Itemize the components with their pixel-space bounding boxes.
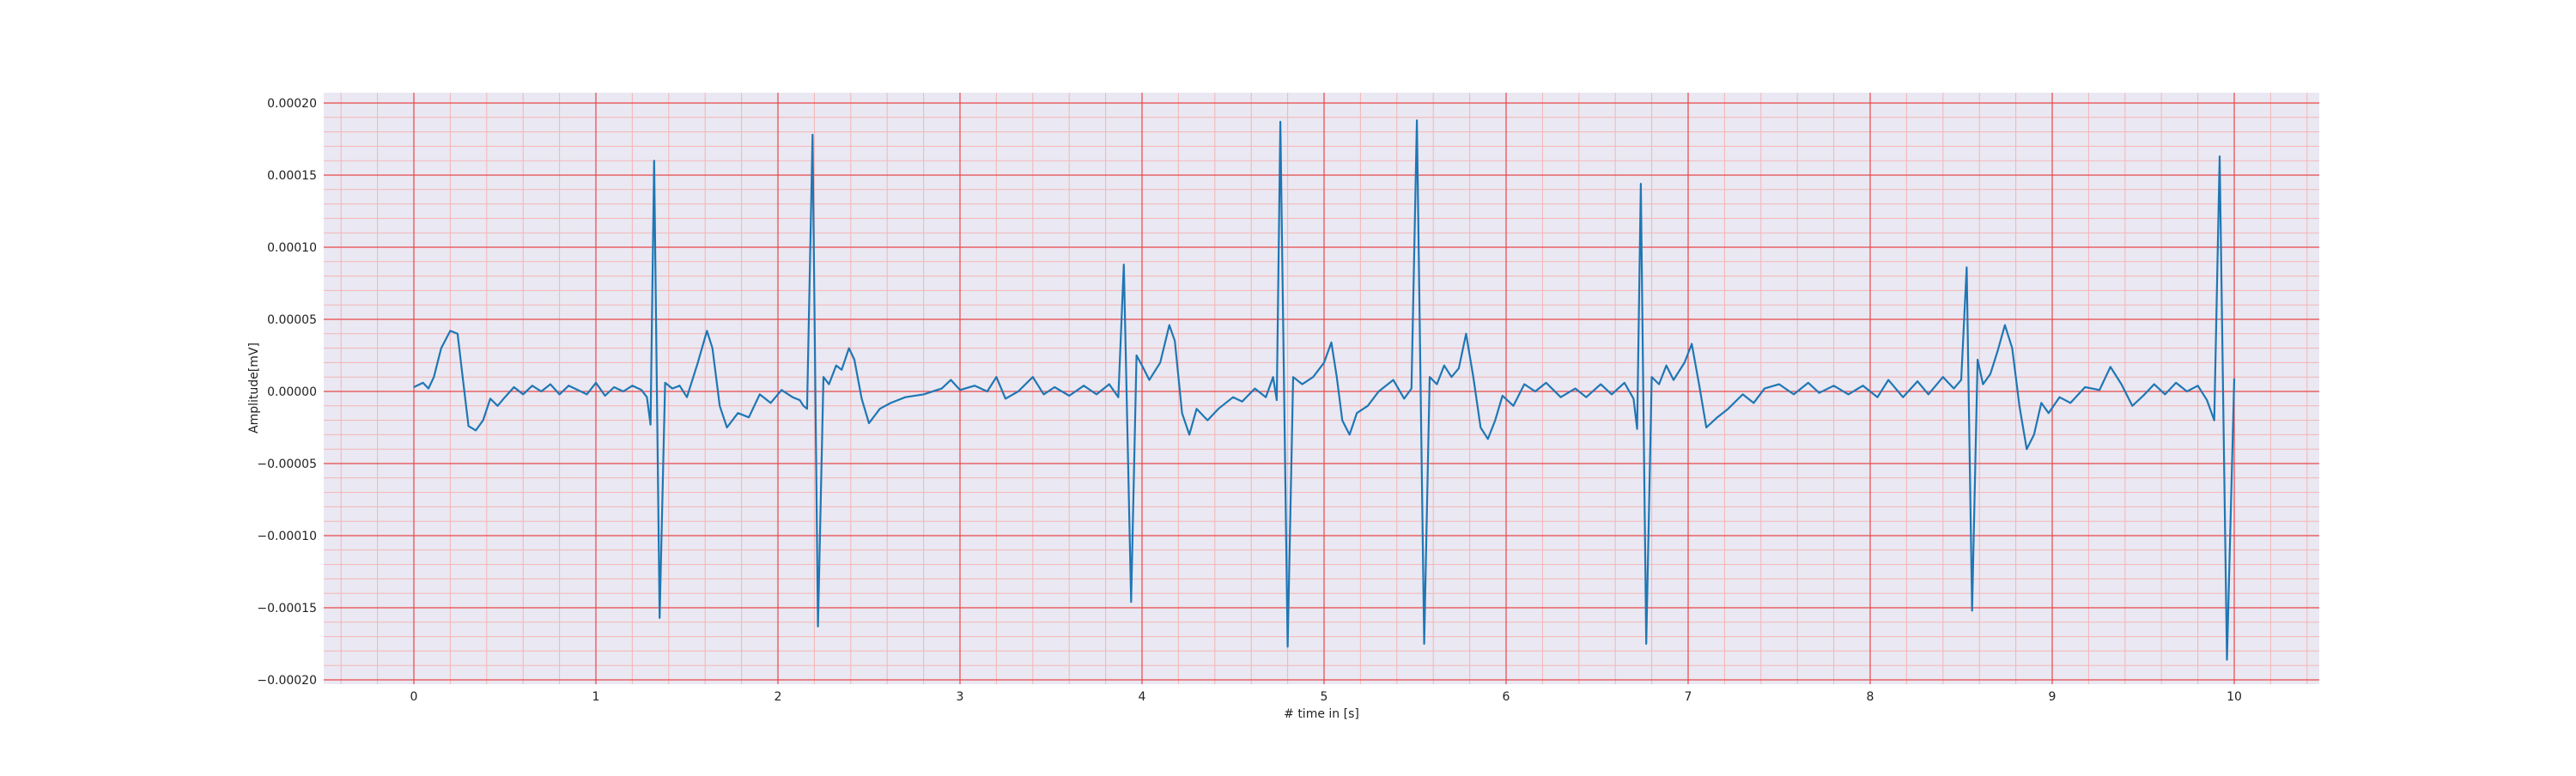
x-tick-label: 5 [1321, 690, 1328, 704]
x-tick-label: 1 [592, 690, 600, 704]
series-layer [413, 119, 2236, 661]
x-tick-label: 4 [1139, 690, 1146, 704]
y-tick-label: −0.00015 [257, 602, 317, 615]
y-tick-label: 0.00000 [267, 385, 317, 399]
series-line [413, 119, 2236, 661]
x-tick-label: 3 [957, 690, 964, 704]
x-tick-label: 0 [410, 690, 418, 704]
y-tick-label: 0.00010 [267, 241, 317, 255]
y-tick-label: 0.00005 [267, 313, 317, 327]
y-tick-label: −0.00005 [257, 458, 317, 471]
y-tick-label: −0.00010 [257, 530, 317, 543]
x-tick-label: 9 [2049, 690, 2057, 704]
x-tick-label: 2 [775, 690, 782, 704]
x-tick-label: 8 [1867, 690, 1874, 704]
x-tick-label: 10 [2227, 690, 2242, 704]
y-tick-label: 0.00020 [267, 97, 317, 111]
x-tick-label: 7 [1685, 690, 1692, 704]
y-tick-labels: −0.00020 −0.00015 −0.00010 −0.00005 0.00000 0… [257, 97, 317, 688]
x-tick-label: 6 [1503, 690, 1510, 704]
plot-background [324, 93, 2319, 684]
y-tick-label: −0.00020 [257, 674, 317, 688]
y-axis-label: Amplitude[mV] [247, 343, 261, 433]
x-axis-label: # time in [s] [1284, 707, 1359, 721]
y-tick-label: 0.00015 [267, 169, 317, 183]
x-tick-labels: 0 1 2 3 4 5 6 7 8 9 10 [410, 690, 2242, 704]
